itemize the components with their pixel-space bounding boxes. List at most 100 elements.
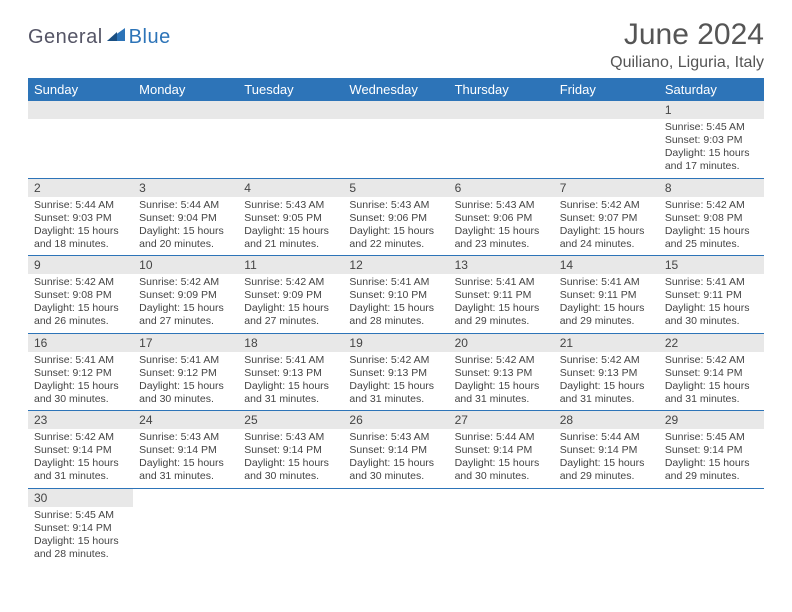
calendar-cell: 10Sunrise: 5:42 AMSunset: 9:09 PMDayligh… (133, 256, 238, 334)
day-details: Sunrise: 5:43 AMSunset: 9:06 PMDaylight:… (449, 197, 554, 256)
calendar-cell (28, 101, 133, 178)
calendar-body: 1Sunrise: 5:45 AMSunset: 9:03 PMDaylight… (28, 101, 764, 565)
calendar-cell: 17Sunrise: 5:41 AMSunset: 9:12 PMDayligh… (133, 333, 238, 411)
day-number: 5 (343, 179, 448, 197)
day-number: 13 (449, 256, 554, 274)
calendar-cell: 1Sunrise: 5:45 AMSunset: 9:03 PMDaylight… (659, 101, 764, 178)
calendar-cell (343, 488, 448, 565)
calendar-cell: 26Sunrise: 5:43 AMSunset: 9:14 PMDayligh… (343, 411, 448, 489)
day-details: Sunrise: 5:42 AMSunset: 9:14 PMDaylight:… (659, 352, 764, 411)
day-number: 30 (28, 489, 133, 507)
calendar-cell (449, 101, 554, 178)
calendar-row: 23Sunrise: 5:42 AMSunset: 9:14 PMDayligh… (28, 411, 764, 489)
calendar-table: SundayMondayTuesdayWednesdayThursdayFrid… (28, 78, 764, 565)
day-number: 16 (28, 334, 133, 352)
day-details: Sunrise: 5:41 AMSunset: 9:12 PMDaylight:… (133, 352, 238, 411)
calendar-cell: 13Sunrise: 5:41 AMSunset: 9:11 PMDayligh… (449, 256, 554, 334)
day-number-empty (449, 101, 554, 119)
day-number: 12 (343, 256, 448, 274)
day-details: Sunrise: 5:42 AMSunset: 9:13 PMDaylight:… (449, 352, 554, 411)
day-number: 26 (343, 411, 448, 429)
weekday-header: Wednesday (343, 78, 448, 101)
day-details: Sunrise: 5:43 AMSunset: 9:14 PMDaylight:… (343, 429, 448, 488)
day-details: Sunrise: 5:44 AMSunset: 9:14 PMDaylight:… (554, 429, 659, 488)
calendar-cell: 27Sunrise: 5:44 AMSunset: 9:14 PMDayligh… (449, 411, 554, 489)
day-number: 19 (343, 334, 448, 352)
calendar-cell: 19Sunrise: 5:42 AMSunset: 9:13 PMDayligh… (343, 333, 448, 411)
day-number: 9 (28, 256, 133, 274)
day-number-empty (238, 101, 343, 119)
calendar-cell: 15Sunrise: 5:41 AMSunset: 9:11 PMDayligh… (659, 256, 764, 334)
day-number-empty (554, 101, 659, 119)
day-number: 25 (238, 411, 343, 429)
header: General Blue June 2024 Quiliano, Liguria… (28, 18, 764, 72)
calendar-cell: 20Sunrise: 5:42 AMSunset: 9:13 PMDayligh… (449, 333, 554, 411)
calendar-cell: 21Sunrise: 5:42 AMSunset: 9:13 PMDayligh… (554, 333, 659, 411)
calendar-cell: 12Sunrise: 5:41 AMSunset: 9:10 PMDayligh… (343, 256, 448, 334)
calendar-cell (238, 488, 343, 565)
day-details: Sunrise: 5:43 AMSunset: 9:06 PMDaylight:… (343, 197, 448, 256)
logo-text-blue: Blue (129, 26, 171, 49)
calendar-cell: 28Sunrise: 5:44 AMSunset: 9:14 PMDayligh… (554, 411, 659, 489)
day-number: 29 (659, 411, 764, 429)
weekday-header: Saturday (659, 78, 764, 101)
calendar-cell: 24Sunrise: 5:43 AMSunset: 9:14 PMDayligh… (133, 411, 238, 489)
day-details: Sunrise: 5:42 AMSunset: 9:09 PMDaylight:… (133, 274, 238, 333)
weekday-header: Tuesday (238, 78, 343, 101)
calendar-cell: 7Sunrise: 5:42 AMSunset: 9:07 PMDaylight… (554, 178, 659, 256)
calendar-cell (449, 488, 554, 565)
day-number-empty (133, 101, 238, 119)
calendar-row: 1Sunrise: 5:45 AMSunset: 9:03 PMDaylight… (28, 101, 764, 178)
day-number: 20 (449, 334, 554, 352)
day-number: 17 (133, 334, 238, 352)
weekday-header: Monday (133, 78, 238, 101)
weekday-header: Sunday (28, 78, 133, 101)
calendar-cell: 5Sunrise: 5:43 AMSunset: 9:06 PMDaylight… (343, 178, 448, 256)
weekday-header: Friday (554, 78, 659, 101)
page-title: June 2024 (610, 18, 764, 52)
logo-text-general: General (28, 26, 103, 49)
day-number: 11 (238, 256, 343, 274)
day-number: 7 (554, 179, 659, 197)
calendar-cell: 29Sunrise: 5:45 AMSunset: 9:14 PMDayligh… (659, 411, 764, 489)
calendar-cell: 18Sunrise: 5:41 AMSunset: 9:13 PMDayligh… (238, 333, 343, 411)
day-number: 8 (659, 179, 764, 197)
day-number: 24 (133, 411, 238, 429)
day-number: 21 (554, 334, 659, 352)
calendar-cell: 2Sunrise: 5:44 AMSunset: 9:03 PMDaylight… (28, 178, 133, 256)
day-number-empty (28, 101, 133, 119)
day-details: Sunrise: 5:42 AMSunset: 9:14 PMDaylight:… (28, 429, 133, 488)
title-block: June 2024 Quiliano, Liguria, Italy (610, 18, 764, 72)
day-number: 10 (133, 256, 238, 274)
calendar-cell (659, 488, 764, 565)
day-details: Sunrise: 5:42 AMSunset: 9:07 PMDaylight:… (554, 197, 659, 256)
calendar-cell: 30Sunrise: 5:45 AMSunset: 9:14 PMDayligh… (28, 488, 133, 565)
day-details: Sunrise: 5:42 AMSunset: 9:13 PMDaylight:… (343, 352, 448, 411)
day-number: 28 (554, 411, 659, 429)
day-number: 3 (133, 179, 238, 197)
day-details: Sunrise: 5:41 AMSunset: 9:10 PMDaylight:… (343, 274, 448, 333)
day-details: Sunrise: 5:45 AMSunset: 9:14 PMDaylight:… (659, 429, 764, 488)
weekday-header: Thursday (449, 78, 554, 101)
day-details: Sunrise: 5:42 AMSunset: 9:13 PMDaylight:… (554, 352, 659, 411)
calendar-row: 9Sunrise: 5:42 AMSunset: 9:08 PMDaylight… (28, 256, 764, 334)
day-details: Sunrise: 5:42 AMSunset: 9:08 PMDaylight:… (659, 197, 764, 256)
day-details: Sunrise: 5:44 AMSunset: 9:14 PMDaylight:… (449, 429, 554, 488)
day-details: Sunrise: 5:44 AMSunset: 9:04 PMDaylight:… (133, 197, 238, 256)
calendar-cell (133, 101, 238, 178)
day-number: 27 (449, 411, 554, 429)
day-number: 2 (28, 179, 133, 197)
calendar-cell: 11Sunrise: 5:42 AMSunset: 9:09 PMDayligh… (238, 256, 343, 334)
day-details: Sunrise: 5:41 AMSunset: 9:13 PMDaylight:… (238, 352, 343, 411)
day-number: 14 (554, 256, 659, 274)
day-details: Sunrise: 5:41 AMSunset: 9:11 PMDaylight:… (449, 274, 554, 333)
day-details: Sunrise: 5:43 AMSunset: 9:14 PMDaylight:… (133, 429, 238, 488)
calendar-cell (343, 101, 448, 178)
day-number: 15 (659, 256, 764, 274)
day-details: Sunrise: 5:43 AMSunset: 9:05 PMDaylight:… (238, 197, 343, 256)
calendar-cell: 8Sunrise: 5:42 AMSunset: 9:08 PMDaylight… (659, 178, 764, 256)
day-details: Sunrise: 5:43 AMSunset: 9:14 PMDaylight:… (238, 429, 343, 488)
day-number: 4 (238, 179, 343, 197)
day-details: Sunrise: 5:45 AMSunset: 9:14 PMDaylight:… (28, 507, 133, 566)
calendar-cell: 3Sunrise: 5:44 AMSunset: 9:04 PMDaylight… (133, 178, 238, 256)
